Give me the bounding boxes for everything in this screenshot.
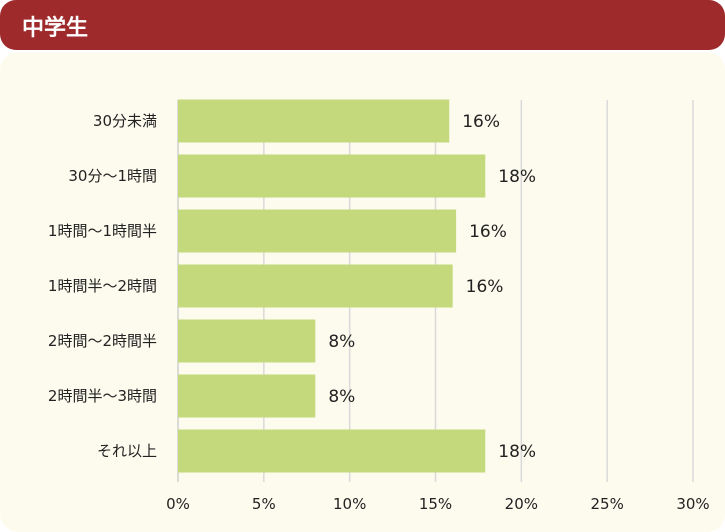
x-tick-label: 30%: [676, 495, 709, 513]
bar: [178, 99, 450, 143]
category-label: 1時間～1時間半: [48, 222, 157, 240]
data-label: 16%: [469, 222, 507, 242]
bar: [178, 209, 457, 253]
x-tick-label: 0%: [166, 495, 190, 513]
x-tick-label: 10%: [333, 495, 366, 513]
data-label: 8%: [328, 332, 355, 352]
data-label: 18%: [498, 442, 536, 462]
page-title: 中学生: [22, 16, 89, 41]
category-label: 2時間半～3時間: [48, 387, 157, 405]
category-label: それ以上: [97, 442, 157, 460]
data-label: 16%: [466, 277, 504, 297]
data-label: 8%: [328, 387, 355, 407]
bar: [178, 374, 316, 418]
category-label: 30分～1時間: [68, 167, 157, 185]
category-label: 2時間～2時間半: [48, 332, 157, 350]
header-bar: 中学生: [0, 0, 725, 50]
x-tick-label: 15%: [419, 495, 452, 513]
data-label: 16%: [462, 112, 500, 132]
x-tick-label: 5%: [252, 495, 276, 513]
bar: [178, 264, 453, 308]
category-label: 30分未満: [93, 112, 157, 130]
x-tick-label: 25%: [590, 495, 623, 513]
bar: [178, 154, 486, 198]
bar: [178, 319, 316, 363]
bar: [178, 429, 486, 473]
x-tick-label: 20%: [505, 495, 538, 513]
category-label: 1時間半～2時間: [48, 277, 157, 295]
data-label: 18%: [498, 167, 536, 187]
